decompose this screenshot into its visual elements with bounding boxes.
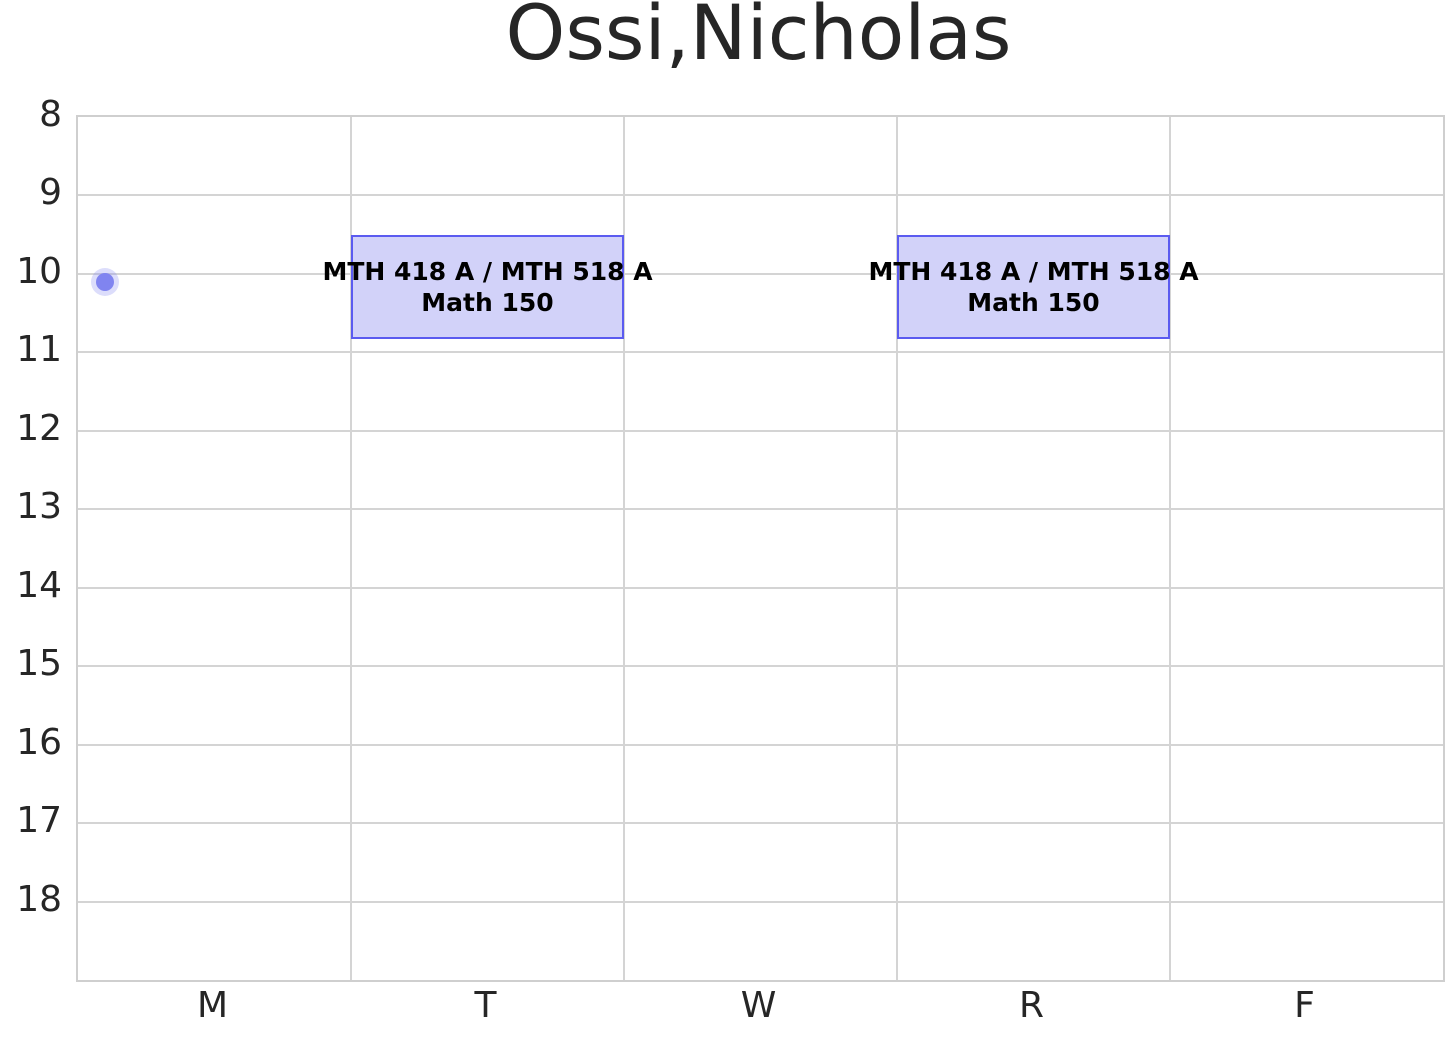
event-title: MTH 418 A / MTH 518 A — [868, 256, 1199, 286]
y-tick-label: 12 — [16, 407, 62, 449]
day-boundary-gridline — [623, 117, 625, 980]
day-boundary-gridline — [896, 117, 898, 980]
plot-area: MTH 418 A / MTH 518 A Math 150 MTH 418 A /… — [76, 115, 1445, 982]
y-tick-label: 13 — [16, 486, 62, 528]
hour-gridline — [78, 743, 1443, 746]
y-tick-label: 18 — [16, 878, 62, 920]
event-subtitle: Math 150 — [421, 287, 554, 317]
y-tick-label: 9 — [39, 172, 62, 214]
hour-gridline — [78, 351, 1443, 354]
y-tick-label: 17 — [16, 800, 62, 842]
hour-gridline — [78, 194, 1443, 197]
hour-gridline — [78, 665, 1443, 668]
event-box-R: MTH 418 A / MTH 518 A Math 150 — [868, 234, 1199, 340]
hour-gridline — [78, 822, 1443, 825]
event-title: MTH 418 A / MTH 518 A — [322, 256, 653, 286]
hour-gridline — [78, 508, 1443, 511]
y-tick-label: 10 — [16, 250, 62, 292]
x-tick-label-R: R — [1018, 985, 1045, 1026]
schedule-point-M — [96, 272, 115, 291]
x-tick-label-T: T — [474, 985, 497, 1026]
y-tick-label: 15 — [16, 643, 62, 685]
hour-gridline — [78, 272, 1443, 275]
x-tick-label-F: F — [1294, 985, 1315, 1026]
hour-gridline — [78, 586, 1443, 589]
hour-gridline — [78, 429, 1443, 432]
event-box-T: MTH 418 A / MTH 518 A Math 150 — [322, 234, 653, 340]
y-tick-label: 16 — [16, 721, 62, 763]
day-boundary-gridline — [1169, 117, 1171, 980]
event-subtitle: Math 150 — [967, 287, 1100, 317]
chart-title: Ossi,Nicholas — [505, 0, 1012, 77]
hour-gridline — [78, 900, 1443, 903]
day-boundary-gridline — [350, 117, 352, 980]
x-tick-label-W: W — [740, 985, 777, 1026]
y-tick-label: 8 — [39, 94, 62, 135]
x-tick-label-M: M — [196, 985, 229, 1026]
y-tick-label: 14 — [16, 564, 62, 606]
y-tick-label: 11 — [16, 329, 62, 371]
